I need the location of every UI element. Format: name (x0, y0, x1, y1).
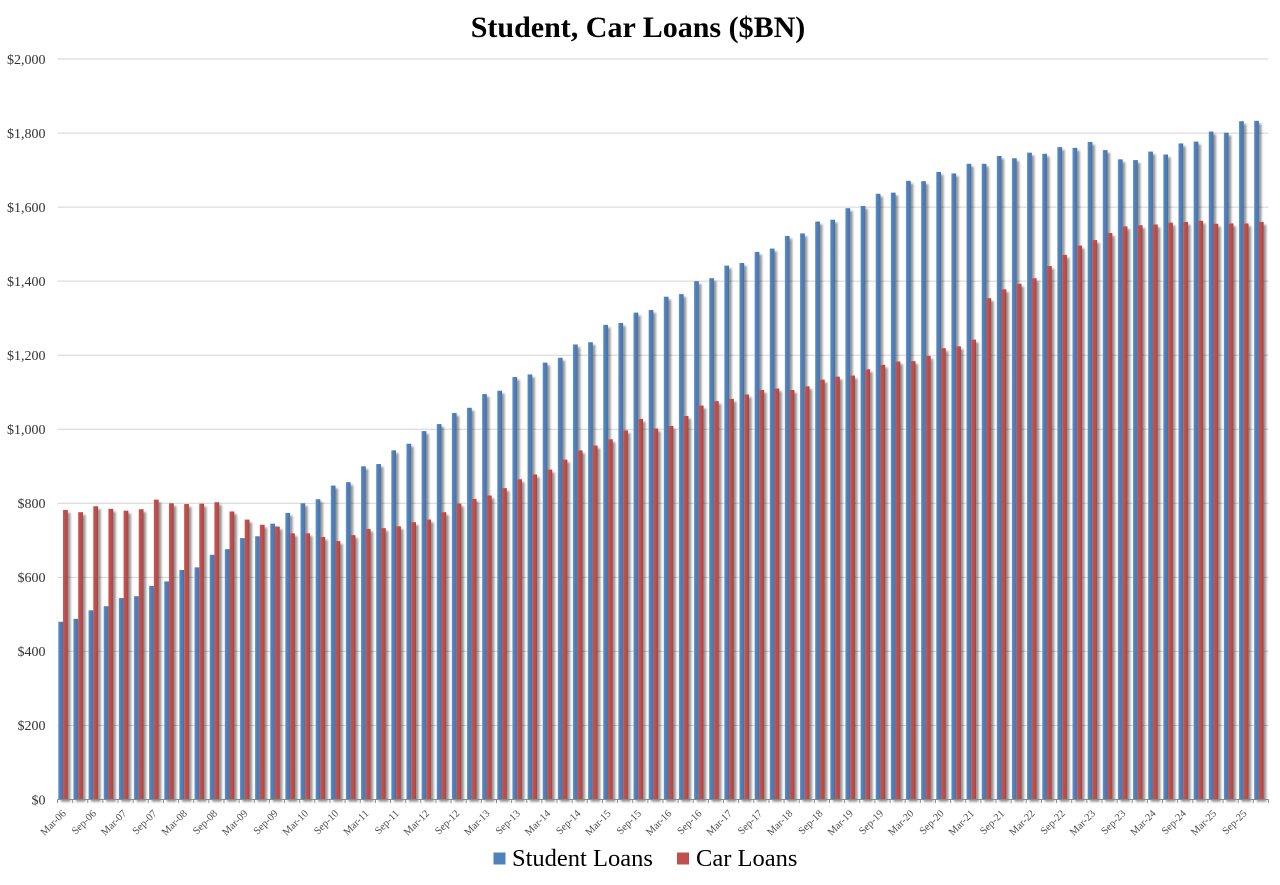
svg-text:$1,000: $1,000 (7, 423, 46, 438)
svg-text:$200: $200 (18, 719, 46, 734)
svg-text:$2,000: $2,000 (7, 53, 46, 68)
svg-text:$800: $800 (18, 497, 46, 512)
svg-text:$1,600: $1,600 (7, 201, 46, 216)
svg-text:$400: $400 (18, 645, 46, 660)
svg-text:Student, Car Loans ($BN): Student, Car Loans ($BN) (471, 11, 806, 44)
svg-text:$1,400: $1,400 (7, 275, 46, 290)
svg-text:$600: $600 (18, 571, 46, 586)
svg-text:$0: $0 (32, 793, 46, 808)
svg-text:Student Loans: Student Loans (512, 845, 653, 872)
svg-text:Car Loans: Car Loans (696, 845, 797, 872)
svg-text:$1,200: $1,200 (7, 349, 46, 364)
svg-text:$1,800: $1,800 (7, 127, 46, 142)
